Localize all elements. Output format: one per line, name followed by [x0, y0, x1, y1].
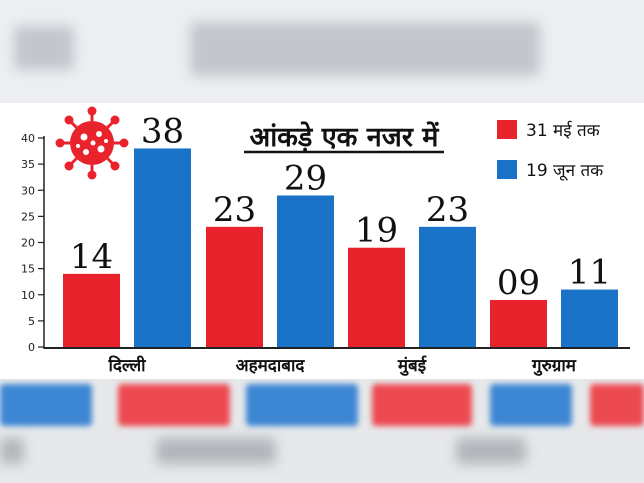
y-tick-label: 30 [21, 184, 35, 197]
legend-swatch-series-2 [497, 160, 517, 179]
bar-value-label: 14 [70, 237, 113, 277]
y-tick-label: 10 [21, 289, 35, 302]
bar-series-2-0 [134, 148, 191, 347]
legend-swatch-series-1 [497, 120, 517, 139]
x-category-label: मुंबई [397, 355, 427, 376]
bar-series-1-0 [63, 273, 120, 347]
x-category-label: दिल्ली [107, 355, 146, 376]
y-tick-label: 35 [21, 158, 35, 171]
bar-value-label: 09 [497, 263, 540, 303]
bar-series-2-1 [277, 195, 334, 347]
bar-series-1-3 [490, 299, 547, 347]
bar-value-label: 19 [355, 211, 398, 251]
x-category-label: गुरुग्राम [531, 356, 577, 376]
blurred-header-background [0, 0, 644, 102]
bar-value-label: 38 [141, 111, 184, 151]
chart-title: आंकड़े एक नजर में [250, 121, 440, 153]
bar-value-label: 23 [213, 190, 256, 230]
y-tick-label: 25 [21, 210, 35, 223]
bar-value-label: 11 [568, 253, 611, 293]
y-tick-label: 20 [21, 237, 35, 250]
bar-series-1-1 [206, 226, 263, 347]
bar-chart: 0 5 10 15 20 25 30 35 40 14 23 19 09 38 29 23 11 दिल्ली अ… [21, 106, 630, 376]
bar-value-label: 23 [426, 190, 469, 230]
chart-card: 0 5 10 15 20 25 30 35 40 14 23 19 09 38 29 23 11 दिल्ली अ… [0, 103, 644, 379]
coronavirus-icon [55, 106, 129, 180]
y-tick-label: 40 [21, 132, 35, 145]
y-tick-label: 5 [28, 315, 35, 328]
y-tick-label: 15 [21, 263, 35, 276]
legend-label-series-2: 19 जून तक [526, 161, 604, 181]
x-category-label: अहमदाबाद [236, 356, 306, 376]
bar-series-1-2 [348, 247, 405, 347]
legend-label-series-1: 31 मई तक [526, 120, 601, 141]
bar-series-2-3 [561, 289, 618, 347]
bar-value-label: 29 [284, 158, 327, 198]
legend: 31 मई तक 19 जून तक [497, 120, 604, 181]
blurred-footer-background [0, 378, 644, 483]
y-tick-label: 0 [28, 341, 35, 354]
bar-series-2-2 [419, 226, 476, 347]
